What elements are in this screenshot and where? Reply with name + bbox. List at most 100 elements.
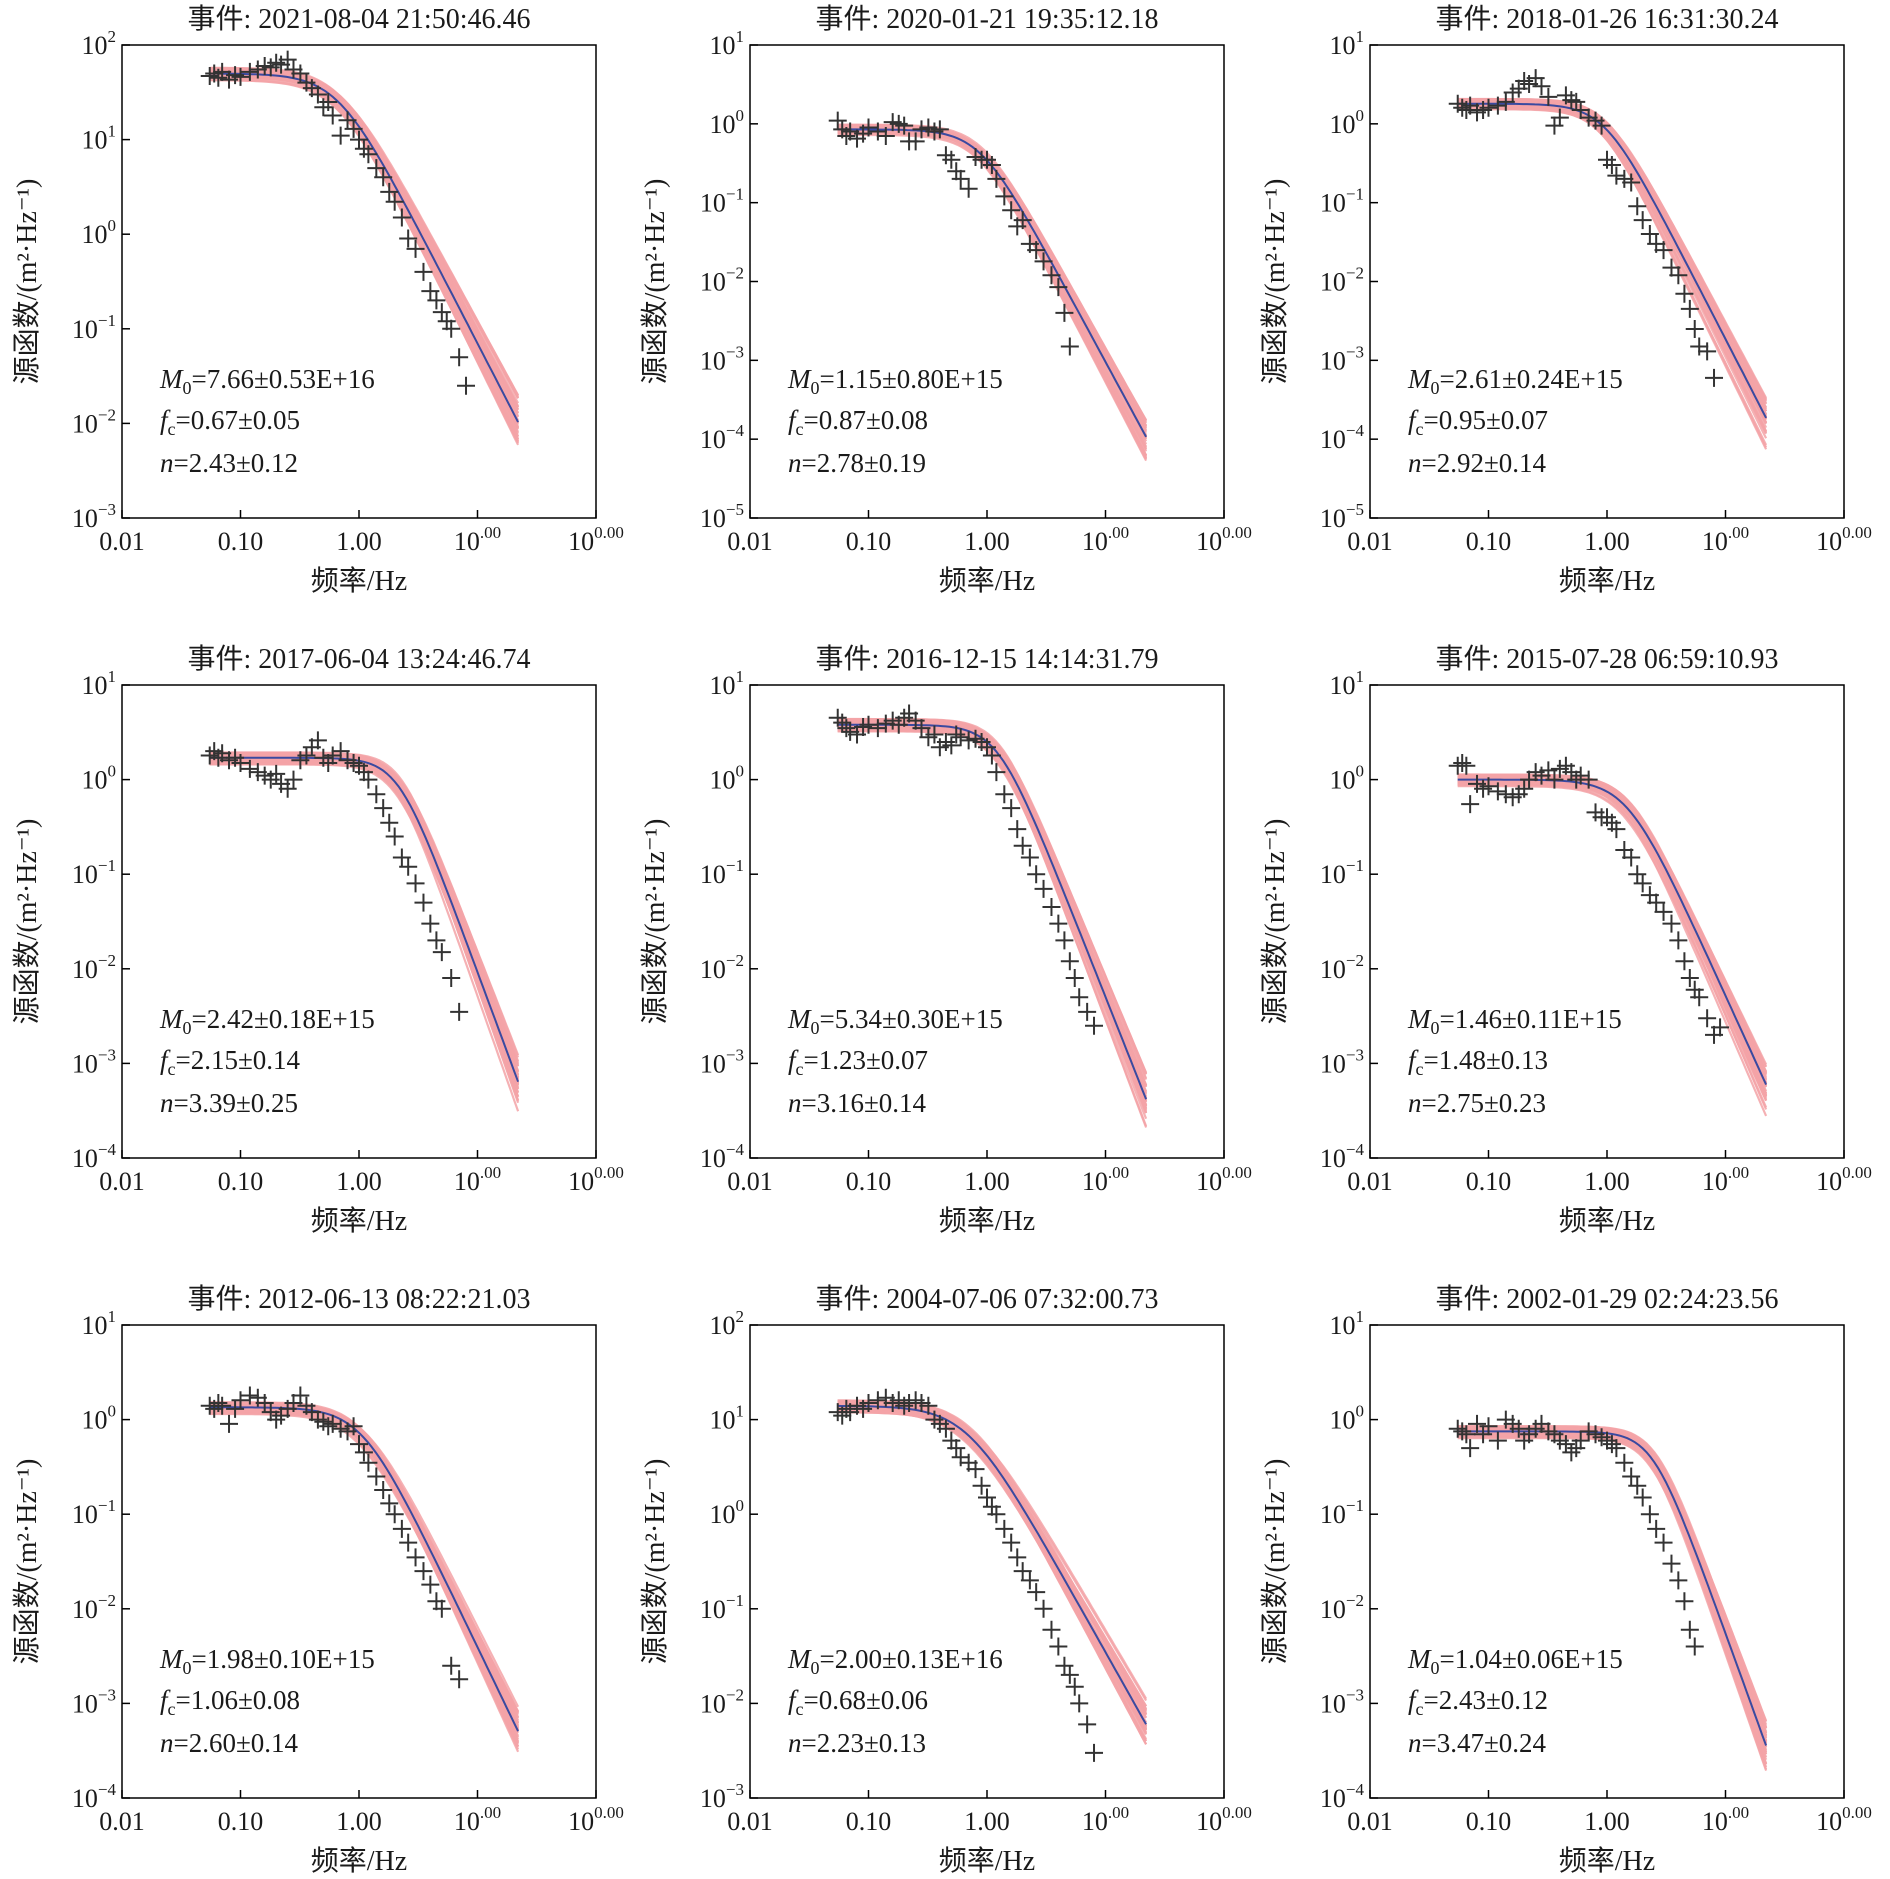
observed-point — [414, 893, 433, 912]
y-tick-label: 10−1 — [700, 1591, 744, 1624]
bootstrap-fit-line — [209, 762, 520, 1084]
observed-point — [1633, 874, 1652, 893]
best-fit-line — [837, 1404, 1147, 1725]
y-tick-label: 10−4 — [700, 421, 745, 454]
y-tick-label: 10−2 — [72, 951, 116, 984]
param-fc: fc=1.23±0.07 — [788, 1045, 928, 1079]
observed-point — [1675, 284, 1694, 303]
observed-point — [1539, 761, 1558, 780]
observed-point — [1002, 799, 1021, 818]
observed-point — [359, 770, 378, 789]
observed-point — [1008, 1548, 1027, 1567]
x-tick-label: 0.10 — [846, 527, 892, 556]
spectrum-panel: 0.01 0.10 1.00 10.00 100.00 10−4 10−3 10−2 10−1 1… — [11, 643, 624, 1237]
observed-point — [331, 742, 350, 761]
observed-point — [421, 282, 440, 301]
y-tick-label: 10−4 — [1320, 1140, 1365, 1173]
y-tick-label: 10−3 — [700, 342, 744, 375]
observed-point — [1690, 988, 1709, 1007]
x-tick-label: 0.10 — [218, 1807, 264, 1836]
observed-point — [1065, 1677, 1084, 1696]
observed-point — [421, 914, 440, 933]
bootstrap-fit-line — [209, 758, 520, 1088]
spectrum-panel: 0.01 0.10 1.00 10.00 100.00 10−3 10−2 10−1 100 10… — [639, 1283, 1252, 1877]
observed-point — [392, 208, 411, 227]
observed-point — [1479, 777, 1498, 796]
y-axis-label: 源函数/(m²·Hz⁻¹) — [639, 819, 671, 1025]
x-axis-label: 频率/Hz — [311, 1205, 407, 1237]
y-tick-label: 10−3 — [700, 1045, 744, 1078]
observed-point — [1550, 108, 1569, 127]
observed-point — [906, 132, 925, 151]
y-tick-label: 100 — [82, 762, 117, 795]
bootstrap-fit-line — [837, 722, 1148, 1101]
x-axis-label: 频率/Hz — [311, 1845, 407, 1877]
x-tick-label: 1.00 — [964, 1167, 1010, 1196]
param-M0: M0=2.00±0.13E+16 — [787, 1644, 1003, 1678]
observed-point — [1453, 1422, 1472, 1441]
bootstrap-fit-line — [209, 763, 520, 1086]
observed-point — [895, 1396, 914, 1415]
observed-point — [267, 1410, 286, 1429]
spectrum-panel: 0.01 0.10 1.00 10.00 100.00 10−5 10−4 10−3 10−2 1… — [639, 3, 1252, 597]
observed-point — [240, 1386, 259, 1405]
observed-point — [1027, 241, 1046, 260]
spectrum-panel: 0.01 0.10 1.00 10.00 100.00 10−4 10−3 10−2 10−1 1… — [1259, 643, 1872, 1237]
y-tick-label: 100 — [1330, 1402, 1365, 1435]
y-axis-label: 源函数/(m²·Hz⁻¹) — [11, 179, 43, 385]
param-M0: M0=1.15±0.80E+15 — [787, 364, 1003, 398]
observed-point — [231, 67, 250, 86]
observed-point — [354, 1443, 373, 1462]
observed-point — [895, 708, 914, 727]
observed-point — [414, 1562, 433, 1581]
observed-point — [427, 931, 446, 950]
observed-point — [1055, 1656, 1074, 1675]
observed-point — [278, 779, 297, 798]
y-tick-label: 101 — [82, 122, 117, 155]
observed-point — [427, 291, 446, 310]
param-fc: fc=0.68±0.06 — [788, 1685, 928, 1719]
observed-point — [1461, 1439, 1480, 1458]
observed-point — [947, 725, 966, 744]
bootstrap-fit-line — [1457, 103, 1768, 404]
y-tick-label: 101 — [710, 667, 745, 700]
bootstrap-fit-line — [837, 727, 1148, 1099]
observed-point — [314, 1412, 333, 1431]
y-tick-label: 101 — [710, 27, 745, 60]
observed-point — [1633, 211, 1652, 230]
observed-point — [1488, 1431, 1507, 1450]
observed-point — [209, 748, 228, 767]
bootstrap-fit-line — [209, 755, 520, 1085]
observed-point — [421, 1575, 440, 1594]
param-n: n=2.92±0.14 — [1408, 448, 1547, 478]
observed-point — [987, 1505, 1006, 1524]
y-tick-label: 10−4 — [1320, 1780, 1365, 1813]
y-tick-label: 100 — [1330, 762, 1365, 795]
observed-point — [868, 719, 887, 738]
observed-point — [828, 708, 847, 727]
param-n: n=2.23±0.13 — [788, 1728, 926, 1758]
observed-point — [895, 116, 914, 135]
observed-point — [1622, 848, 1641, 867]
y-tick-label: 10−2 — [1320, 1591, 1364, 1624]
observed-point — [1515, 779, 1534, 798]
best-fit-line — [837, 723, 1148, 1100]
observed-point — [374, 799, 393, 818]
observed-point — [982, 156, 1001, 175]
y-tick-label: 100 — [710, 762, 745, 795]
best-fit-line — [209, 1406, 519, 1732]
observed-point — [1571, 100, 1590, 119]
y-tick-label: 10−3 — [1320, 342, 1364, 375]
x-tick-label: 0.01 — [99, 527, 145, 556]
bootstrap-fit-line — [1457, 1426, 1768, 1726]
observed-point — [1008, 820, 1027, 839]
observed-point — [936, 1419, 955, 1438]
observed-point — [385, 192, 404, 211]
x-axis-label: 频率/Hz — [311, 565, 407, 597]
observed-point — [912, 719, 931, 738]
observed-point — [367, 785, 386, 804]
observed-point — [982, 1497, 1001, 1516]
observed-point — [1479, 1417, 1498, 1436]
observed-point — [1607, 820, 1626, 839]
